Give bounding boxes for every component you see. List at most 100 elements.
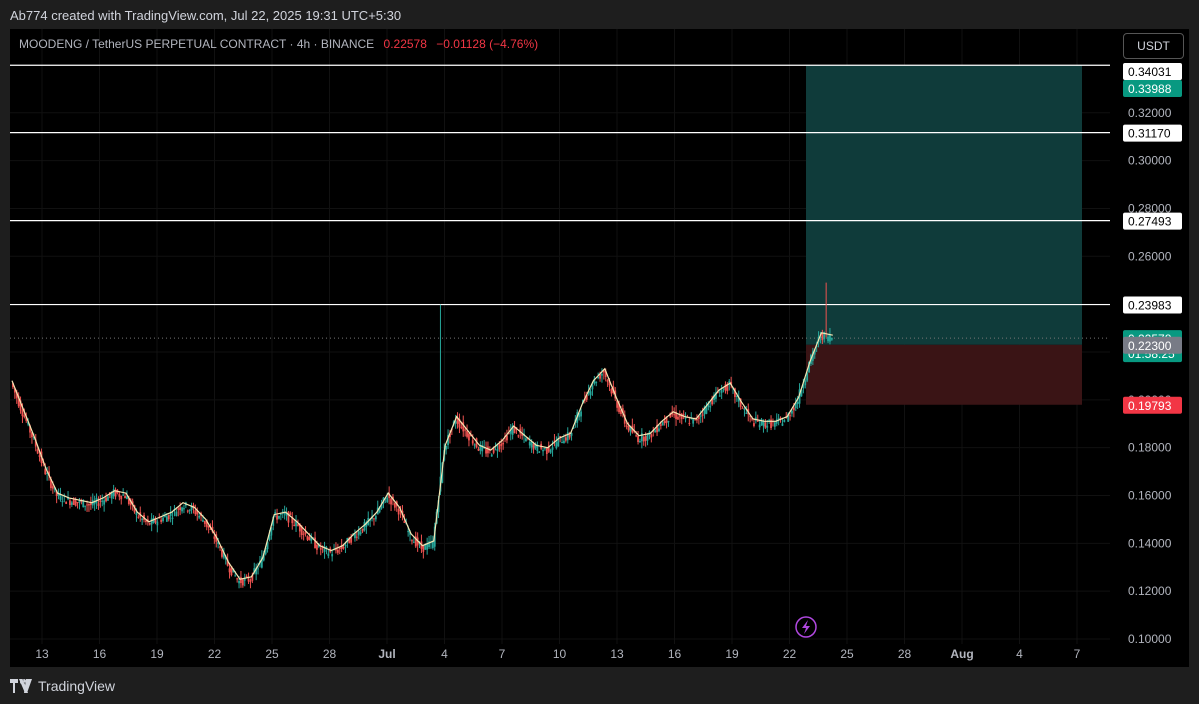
candle-body — [458, 419, 461, 428]
candle-body — [570, 432, 573, 436]
candle-body — [243, 577, 246, 581]
candle-body — [272, 516, 275, 526]
candle-body — [616, 400, 619, 408]
price-scale-label[interactable] — [1123, 80, 1182, 97]
price-scale-label[interactable] — [1123, 296, 1182, 314]
candle-body — [699, 415, 702, 417]
candle-body — [792, 407, 795, 411]
candle-body — [517, 435, 520, 437]
candle-body — [530, 441, 533, 448]
candle-body — [549, 449, 552, 453]
candle-body — [224, 556, 227, 560]
candle-body — [260, 557, 263, 568]
candle-body — [27, 421, 30, 425]
candle-body — [703, 406, 706, 415]
candle-body — [323, 546, 326, 552]
candle-body — [758, 424, 761, 428]
candle-body — [393, 503, 396, 508]
candle-body — [112, 489, 115, 497]
symbol-legend[interactable]: MOODENG / TetherUS PERPETUAL CONTRACT · … — [19, 37, 538, 51]
candle-body — [285, 512, 288, 516]
candle-body — [181, 507, 183, 512]
price-scale-label[interactable] — [1123, 396, 1182, 414]
candle-body — [283, 512, 286, 515]
candle-body — [830, 338, 833, 340]
candle-body — [308, 537, 311, 541]
candle-body — [386, 497, 389, 503]
candle-body — [804, 380, 807, 386]
x-axis-tick-label: 7 — [1074, 647, 1081, 661]
candle-body — [118, 494, 121, 497]
x-axis-tick-label: 22 — [783, 647, 797, 661]
candle-body — [764, 422, 767, 428]
candle-body — [150, 518, 153, 525]
candle-body — [194, 510, 197, 515]
candle-body — [105, 497, 107, 502]
candle-body — [65, 501, 68, 504]
candle-body — [154, 518, 157, 523]
candle-body — [316, 544, 318, 550]
candle-body — [59, 494, 62, 500]
candle-body — [262, 553, 265, 561]
candle-body — [403, 521, 406, 523]
price-scale-label[interactable] — [1123, 124, 1182, 142]
candle-body — [713, 394, 715, 401]
chart-pane[interactable]: 0.100000.120000.140000.160000.180000.200… — [10, 29, 1189, 667]
candle-body — [462, 422, 465, 432]
tradingview-logo[interactable]: TradingView — [10, 678, 115, 694]
candle-body — [726, 384, 729, 392]
candle-body — [532, 443, 535, 450]
y-axis-tick-label: 0.14000 — [1128, 536, 1172, 550]
price-scale-label[interactable] — [1123, 212, 1182, 230]
candle-body — [528, 441, 531, 446]
candle-body — [188, 509, 191, 512]
candle-body — [768, 419, 771, 421]
candle-body — [114, 489, 117, 497]
price-scale-label[interactable] — [1123, 63, 1182, 80]
x-axis-tick-label: 16 — [93, 647, 107, 661]
candle-body — [93, 501, 96, 505]
candle-body — [344, 544, 347, 547]
candle-body — [658, 428, 660, 432]
candle-body — [335, 547, 337, 551]
candle-body — [627, 425, 630, 431]
stop-zone[interactable] — [806, 344, 1082, 405]
x-axis-tick-label: 4 — [441, 647, 448, 661]
candle-body — [183, 508, 185, 510]
candle-body — [811, 351, 814, 361]
candle-body — [561, 442, 563, 444]
candle-body — [656, 424, 658, 433]
candle-body — [496, 449, 499, 452]
currency-button[interactable]: USDT — [1123, 33, 1184, 59]
candle-body — [15, 391, 18, 399]
candle-body — [802, 384, 805, 389]
candle-body — [46, 473, 49, 475]
candle-body — [175, 511, 178, 517]
candle-body — [800, 389, 803, 397]
candle-body — [131, 501, 134, 504]
candle-body — [753, 423, 755, 426]
candle-body — [773, 422, 776, 427]
candle-body — [70, 502, 73, 505]
lightning-icon[interactable] — [795, 616, 817, 638]
price-scale-label[interactable] — [1123, 336, 1182, 354]
candle-body — [502, 443, 505, 445]
candle-body — [642, 436, 645, 442]
candle-body — [126, 496, 128, 500]
candle-body — [361, 528, 364, 532]
target-zone[interactable] — [806, 65, 1082, 345]
candle-body — [701, 414, 704, 416]
candle-body — [675, 411, 677, 419]
candle-body — [240, 577, 242, 584]
candle-body — [302, 533, 305, 535]
candle-body — [310, 535, 313, 541]
candle-body — [599, 374, 601, 379]
candle-body — [357, 530, 360, 536]
candle-body — [122, 494, 125, 496]
moving-average-line — [11, 332, 833, 580]
price-chart[interactable]: 0.100000.120000.140000.160000.180000.200… — [10, 29, 1189, 667]
candle-body — [17, 395, 20, 407]
candle-body — [566, 432, 569, 441]
symbol-title[interactable]: MOODENG / TetherUS PERPETUAL CONTRACT · … — [19, 37, 375, 51]
x-axis-tick-label: 13 — [610, 647, 624, 661]
